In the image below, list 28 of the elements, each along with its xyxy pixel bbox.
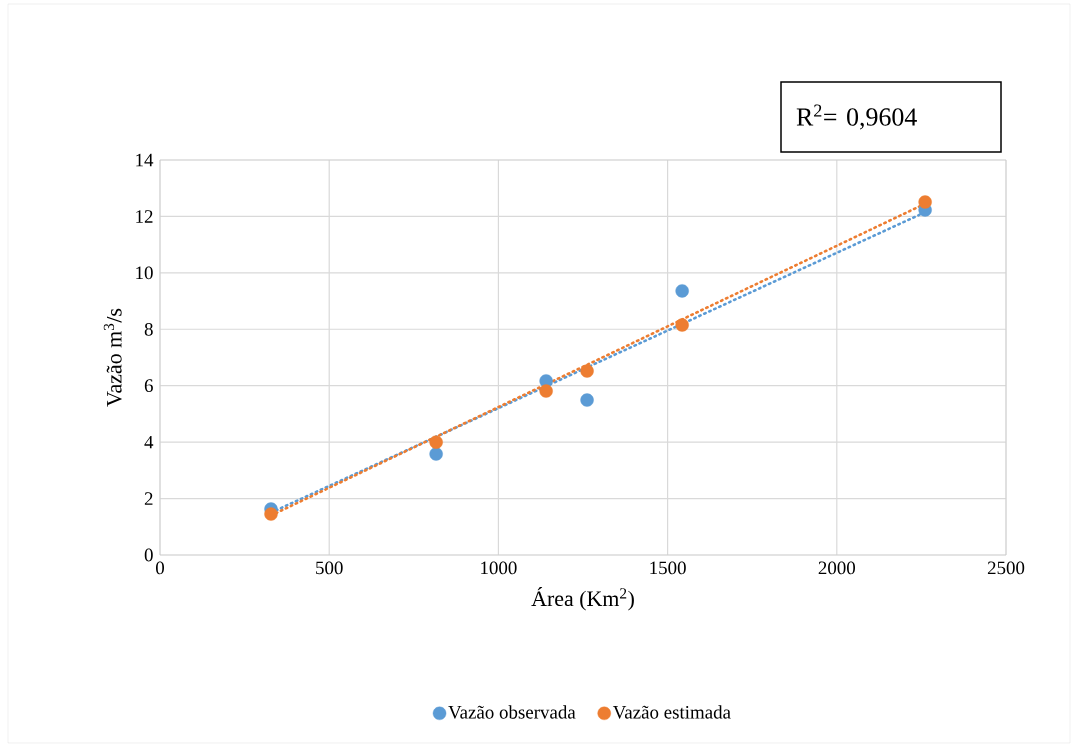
legend-label: Vazão estimada: [612, 705, 731, 719]
point: [429, 447, 443, 461]
point: [264, 507, 278, 521]
point: [539, 384, 553, 398]
y-tick-label: 4: [144, 435, 154, 449]
y-tick-label: 10: [136, 266, 153, 280]
y-tick-label: 12: [136, 210, 153, 223]
x-tick-label: 1500: [650, 561, 686, 575]
point: [675, 318, 689, 332]
x-tick-label: 2000: [818, 561, 856, 575]
y-axis-title: Vazão m$^{3}$/s: [103, 308, 122, 407]
y-tick-label: 14: [136, 153, 154, 167]
x-tick-label: 1000: [481, 561, 517, 575]
x-tick-label: 2500: [987, 561, 1025, 575]
point: [580, 364, 594, 378]
x-tick-label: 500: [316, 561, 343, 575]
y-tick-label: 8: [144, 322, 153, 336]
text: R$^{2}$= 0,9604: [796, 104, 917, 130]
x-tick-label: 0: [156, 561, 165, 575]
y-tick-label: 6: [144, 379, 153, 393]
x-axis-title: Área (Km$^{2}$): [531, 587, 634, 611]
y-tick-label: 2: [144, 492, 153, 505]
point: [918, 195, 932, 209]
point: [429, 435, 443, 449]
point: [580, 393, 594, 407]
y-tick-label: 0: [144, 548, 153, 562]
point: [675, 284, 689, 298]
legend-label: Vazão observada: [448, 705, 576, 719]
